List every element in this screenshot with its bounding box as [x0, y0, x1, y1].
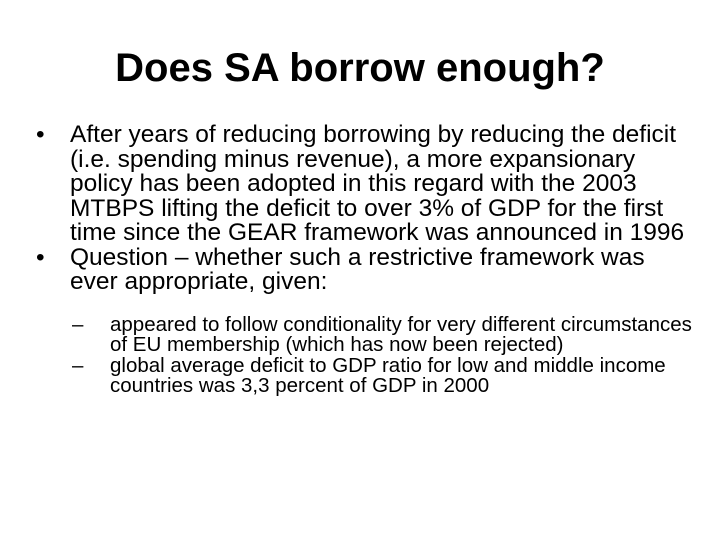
bullet-text: Question – whether such a restrictive fr… [70, 243, 645, 295]
bullet-item: • Question – whether such a restrictive … [36, 243, 696, 295]
bullet-text: After years of reducing borrowing by red… [70, 121, 685, 246]
slide-body: • After years of reducing borrowing by r… [36, 121, 696, 397]
bullet-marker: • [36, 243, 45, 271]
bullet-item: • After years of reducing borrowing by r… [36, 121, 696, 246]
sub-bullet-list: – appeared to follow conditionality for … [36, 312, 696, 397]
sub-bullet-marker: – [72, 353, 84, 377]
sub-bullet-item: – global average deficit to GDP ratio fo… [72, 353, 696, 397]
sub-bullet-marker: – [72, 312, 84, 336]
bullet-marker: • [36, 121, 45, 148]
slide-title: Does SA borrow enough? [115, 46, 605, 90]
sub-bullet-item: – appeared to follow conditionality for … [72, 312, 696, 356]
sub-bullet-text: appeared to follow conditionality for ve… [110, 312, 692, 356]
sub-bullet-text: global average deficit to GDP ratio for … [110, 353, 666, 397]
